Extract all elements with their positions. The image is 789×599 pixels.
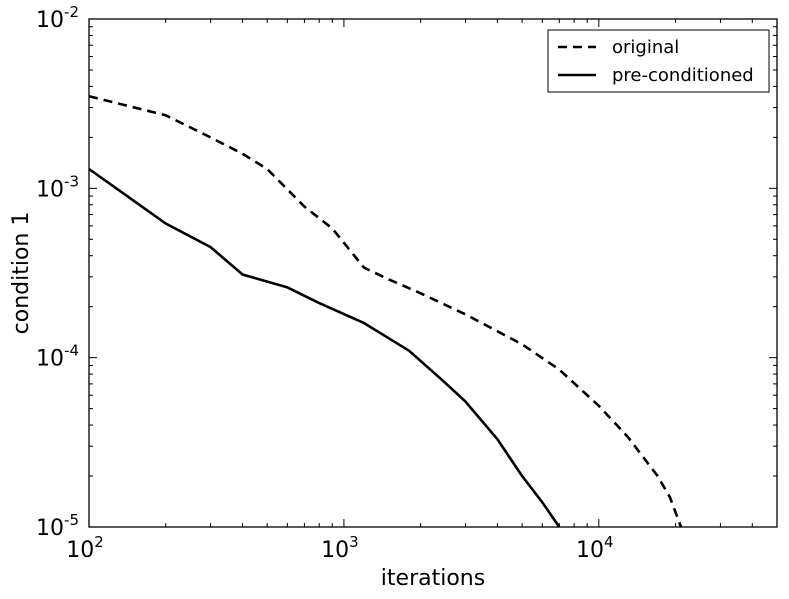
x-axis-label: iterations [381, 566, 485, 591]
legend-box [547, 29, 770, 93]
x-tick-label: 103 [321, 533, 359, 563]
y-tick-label: 10-2 [36, 3, 79, 33]
legend: original pre-conditioned [547, 29, 770, 93]
y-tick-label: 10-5 [36, 511, 79, 541]
y-axis-label: condition 1 [9, 212, 34, 335]
plot-frame [88, 18, 778, 528]
legend-label-1: pre-conditioned [612, 65, 754, 86]
x-tick-label: 104 [576, 533, 614, 563]
series-line-1 [88, 167, 561, 528]
ticks-layer: 102 103 104 10-5 10-4 10-3 10-2 [36, 3, 778, 563]
legend-label-0: original [612, 37, 679, 58]
series-layer [88, 94, 683, 528]
x-tick-label: 102 [66, 533, 104, 563]
y-tick-label: 10-3 [36, 172, 79, 202]
y-tick-label: 10-4 [36, 342, 79, 372]
series-line-0 [88, 94, 683, 528]
